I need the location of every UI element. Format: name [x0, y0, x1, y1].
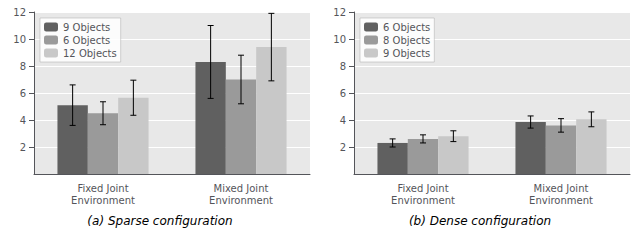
svg-text:9 Objects: 9 Objects: [383, 48, 430, 59]
svg-text:6: 6: [20, 88, 26, 99]
svg-text:Fixed Joint: Fixed Joint: [397, 183, 448, 194]
svg-text:10: 10: [13, 34, 26, 45]
svg-text:9 Objects: 9 Objects: [63, 22, 110, 33]
svg-text:6: 6: [340, 88, 346, 99]
svg-text:Environment: Environment: [391, 195, 455, 206]
svg-text:Mixed Joint: Mixed Joint: [214, 183, 269, 194]
svg-text:2: 2: [340, 142, 346, 153]
svg-text:10: 10: [333, 34, 346, 45]
svg-text:(b) Dense configuration: (b) Dense configuration: [409, 214, 551, 228]
svg-text:12: 12: [333, 7, 346, 18]
svg-text:Environment: Environment: [209, 195, 273, 206]
svg-text:Mixed Joint: Mixed Joint: [534, 183, 589, 194]
svg-text:4: 4: [20, 115, 26, 126]
svg-text:Environment: Environment: [71, 195, 135, 206]
svg-text:12 Objects: 12 Objects: [63, 48, 117, 59]
svg-text:8: 8: [20, 61, 26, 72]
svg-text:4: 4: [340, 115, 346, 126]
svg-text:12: 12: [13, 7, 26, 18]
svg-text:6 Objects: 6 Objects: [63, 35, 110, 46]
svg-text:8 Objects: 8 Objects: [383, 35, 430, 46]
svg-text:Fixed Joint: Fixed Joint: [77, 183, 128, 194]
svg-text:2: 2: [20, 142, 26, 153]
svg-text:(a) Sparse configuration: (a) Sparse configuration: [87, 214, 232, 228]
svg-text:Environment: Environment: [529, 195, 593, 206]
svg-text:6 Objects: 6 Objects: [383, 22, 430, 33]
svg-text:8: 8: [340, 61, 346, 72]
